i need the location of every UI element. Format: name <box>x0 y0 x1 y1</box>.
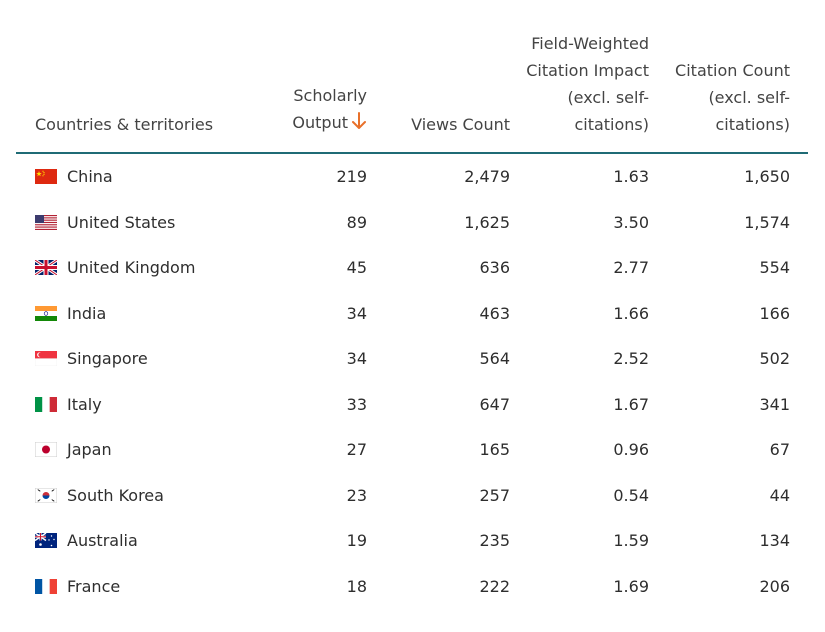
citation-count-value: 554 <box>759 258 790 277</box>
scholarly-output-value: 34 <box>346 303 367 323</box>
views-count-value: 647 <box>479 394 510 414</box>
views-count-value: 564 <box>479 349 510 368</box>
arrow-down-icon <box>351 111 367 138</box>
column-header-fwci[interactable]: Field-Weighted Citation Impact (excl. se… <box>526 34 649 134</box>
fwci-value: 2.77 <box>613 258 649 277</box>
table-row: Singapore 34 564 2.52 502 <box>16 336 808 382</box>
table-row: China 219 2,479 1.63 1,650 <box>16 154 808 200</box>
country-name[interactable]: United Kingdom <box>67 258 196 277</box>
citation-count-value: 206 <box>759 576 790 596</box>
country-name[interactable]: Australia <box>67 531 138 550</box>
table-body: China 219 2,479 1.63 1,650 United States… <box>16 154 808 609</box>
france-flag-icon <box>35 578 57 594</box>
scholarly-output-value: 34 <box>346 349 367 368</box>
fwci-value: 1.59 <box>613 531 649 550</box>
citation-count-value: 44 <box>769 485 790 505</box>
scholarly-output-value: 219 <box>336 167 367 186</box>
column-header-scholarly-output[interactable]: Scholarly Output <box>292 82 367 138</box>
country-name[interactable]: China <box>67 167 113 186</box>
citation-count-value: 134 <box>759 531 790 550</box>
scholarly-output-value: 19 <box>346 531 367 550</box>
table-row: United States 89 1,625 3.50 1,574 <box>16 200 808 246</box>
country-name[interactable]: Singapore <box>67 349 148 368</box>
scholarly-output-value: 23 <box>346 485 367 505</box>
fwci-value: 1.69 <box>613 576 649 596</box>
views-count-value: 1,625 <box>464 212 510 232</box>
japan-flag-icon <box>35 442 57 457</box>
fwci-value: 1.66 <box>613 303 649 323</box>
australia-flag-icon <box>35 533 57 548</box>
fwci-value: 3.50 <box>613 212 649 232</box>
scholarly-output-value: 18 <box>346 576 367 596</box>
citation-count-value: 67 <box>769 440 790 459</box>
views-count-value: 165 <box>479 440 510 459</box>
table-header: Countries & territories Scholarly Output… <box>16 0 808 154</box>
views-count-value: 463 <box>479 303 510 323</box>
column-header-citation-count[interactable]: Citation Count (excl. self- citations) <box>675 61 790 134</box>
singapore-flag-icon <box>35 351 57 366</box>
country-name[interactable]: Italy <box>67 394 102 414</box>
scholarly-output-value: 45 <box>346 258 367 277</box>
views-count-value: 2,479 <box>464 167 510 186</box>
fwci-value: 1.63 <box>613 167 649 186</box>
column-header-country[interactable]: Countries & territories <box>35 115 214 134</box>
fwci-value: 1.67 <box>613 394 649 414</box>
views-count-value: 257 <box>479 485 510 505</box>
india-flag-icon <box>35 305 57 321</box>
column-header-views-count[interactable]: Views Count <box>411 115 510 134</box>
citation-count-value: 1,650 <box>744 167 790 186</box>
table-row: France 18 222 1.69 206 <box>16 564 808 610</box>
country-name[interactable]: United States <box>67 212 176 232</box>
table-row: United Kingdom 45 636 2.77 554 <box>16 245 808 291</box>
views-count-value: 235 <box>479 531 510 550</box>
fwci-value: 0.96 <box>613 440 649 459</box>
country-name[interactable]: Japan <box>67 440 112 459</box>
south-korea-flag-icon <box>35 487 57 503</box>
table-row: Italy 33 647 1.67 341 <box>16 382 808 428</box>
table-row: Japan 27 165 0.96 67 <box>16 427 808 473</box>
table-row: South Korea 23 257 0.54 44 <box>16 473 808 519</box>
country-name[interactable]: India <box>67 303 107 323</box>
united-states-flag-icon <box>35 214 57 230</box>
table-row: Australia 19 235 1.59 134 <box>16 518 808 564</box>
scholarly-output-value: 27 <box>346 440 367 459</box>
italy-flag-icon <box>35 396 57 412</box>
china-flag-icon <box>35 169 57 184</box>
country-name[interactable]: France <box>67 576 121 596</box>
views-count-value: 636 <box>479 258 510 277</box>
citation-count-value: 341 <box>759 394 790 414</box>
views-count-value: 222 <box>479 576 510 596</box>
country-table: Countries & territories Scholarly Output… <box>16 0 808 609</box>
fwci-value: 0.54 <box>613 485 649 505</box>
citation-count-value: 166 <box>759 303 790 323</box>
table-row: India 34 463 1.66 166 <box>16 291 808 337</box>
scholarly-output-value: 89 <box>346 212 367 232</box>
citation-count-value: 1,574 <box>744 212 790 232</box>
citation-count-value: 502 <box>759 349 790 368</box>
scholarly-output-value: 33 <box>346 394 367 414</box>
fwci-value: 2.52 <box>613 349 649 368</box>
united-kingdom-flag-icon <box>35 260 57 275</box>
country-name[interactable]: South Korea <box>67 485 164 505</box>
